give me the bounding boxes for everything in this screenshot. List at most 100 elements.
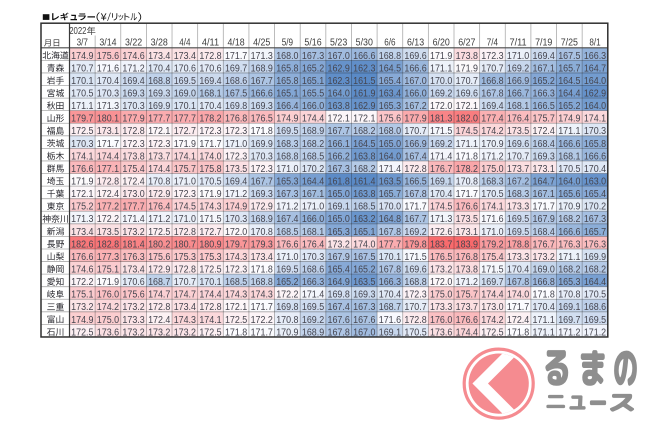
svg-text:171.6: 171.6 <box>481 214 504 225</box>
svg-text:172.4: 172.4 <box>97 189 120 200</box>
svg-text:172.8: 172.8 <box>404 315 427 326</box>
svg-text:171.8: 171.8 <box>507 327 530 338</box>
svg-text:170.3: 170.3 <box>71 139 94 150</box>
svg-text:176.8: 176.8 <box>225 114 248 125</box>
svg-text:5/16: 5/16 <box>304 38 322 49</box>
svg-text:170.3: 170.3 <box>584 126 607 137</box>
svg-text:166.0: 166.0 <box>302 101 325 112</box>
svg-text:171.7: 171.7 <box>225 51 247 62</box>
svg-text:170.7: 170.7 <box>456 76 478 87</box>
svg-text:169.2: 169.2 <box>404 227 426 238</box>
svg-text:180.1: 180.1 <box>97 114 120 125</box>
svg-text:178.2: 178.2 <box>456 164 478 175</box>
svg-text:167.8: 167.8 <box>404 189 427 200</box>
svg-text:177.7: 177.7 <box>174 114 196 125</box>
svg-text:174.1: 174.1 <box>71 151 94 162</box>
svg-text:171.0: 171.0 <box>302 202 325 213</box>
svg-text:173.4: 173.4 <box>71 227 94 238</box>
svg-text:173.6: 173.6 <box>430 327 453 338</box>
svg-text:170.4: 170.4 <box>430 189 453 200</box>
svg-text:172.1: 172.1 <box>71 189 94 200</box>
svg-text:169.1: 169.1 <box>430 177 453 188</box>
svg-text:174.5: 174.5 <box>430 202 453 213</box>
svg-text:175.7: 175.7 <box>533 114 555 125</box>
svg-text:169.6: 169.6 <box>456 88 479 99</box>
svg-text:169.2: 169.2 <box>430 139 452 150</box>
svg-text:168.5: 168.5 <box>353 202 376 213</box>
svg-text:164.4: 164.4 <box>558 88 581 99</box>
svg-text:171.7: 171.7 <box>533 202 555 213</box>
svg-text:171.2: 171.2 <box>122 63 144 74</box>
svg-text:174.9: 174.9 <box>71 315 94 326</box>
svg-text:167.7: 167.7 <box>404 214 426 225</box>
svg-text:174.2: 174.2 <box>481 126 503 137</box>
svg-text:174.7: 174.7 <box>174 290 196 301</box>
svg-text:175.6: 175.6 <box>379 114 402 125</box>
svg-text:164.9: 164.9 <box>328 277 351 288</box>
svg-text:173.2: 173.2 <box>71 302 93 313</box>
svg-text:172.0: 172.0 <box>225 227 248 238</box>
svg-text:167.4: 167.4 <box>328 302 351 313</box>
svg-text:172.8: 172.8 <box>174 265 197 276</box>
svg-text:177.9: 177.9 <box>122 114 145 125</box>
svg-text:168.6: 168.6 <box>584 302 607 313</box>
svg-text:172.9: 172.9 <box>148 189 171 200</box>
svg-text:167.3: 167.3 <box>328 164 351 175</box>
svg-text:172.5: 172.5 <box>199 327 222 338</box>
svg-text:167.4: 167.4 <box>276 214 299 225</box>
svg-text:164.0: 164.0 <box>584 101 607 112</box>
svg-text:170.8: 170.8 <box>148 177 171 188</box>
svg-text:168.8: 168.8 <box>251 277 274 288</box>
svg-text:176.8: 176.8 <box>456 252 479 263</box>
svg-text:170.3: 170.3 <box>97 88 120 99</box>
svg-text:177.1: 177.1 <box>97 164 120 175</box>
svg-text:168.9: 168.9 <box>302 327 325 338</box>
svg-text:172.3: 172.3 <box>225 265 248 276</box>
svg-text:174.1: 174.1 <box>174 151 197 162</box>
svg-text:176.6: 176.6 <box>456 202 479 213</box>
svg-text:170.5: 170.5 <box>481 189 504 200</box>
svg-text:169.5: 169.5 <box>507 214 530 225</box>
svg-text:4/4: 4/4 <box>179 38 191 49</box>
svg-text:170.1: 170.1 <box>199 277 222 288</box>
svg-text:171.0: 171.0 <box>507 51 530 62</box>
svg-text:165.4: 165.4 <box>379 76 402 87</box>
svg-text:173.5: 173.5 <box>456 214 479 225</box>
svg-text:4/11: 4/11 <box>202 38 220 49</box>
svg-text:166.3: 166.3 <box>302 277 325 288</box>
svg-text:174.9: 174.9 <box>225 202 248 213</box>
svg-text:172.3: 172.3 <box>199 126 222 137</box>
svg-text:174.3: 174.3 <box>199 202 222 213</box>
svg-text:170.5: 170.5 <box>558 164 581 175</box>
svg-text:169.3: 169.3 <box>122 88 145 99</box>
svg-text:170.9: 170.9 <box>276 327 299 338</box>
svg-text:179.3: 179.3 <box>251 239 274 250</box>
svg-text:166.1: 166.1 <box>328 139 351 150</box>
svg-text:173.5: 173.5 <box>97 227 120 238</box>
svg-text:170.5: 170.5 <box>584 290 607 301</box>
svg-text:169.2: 169.2 <box>302 315 324 326</box>
svg-text:176.3: 176.3 <box>558 239 581 250</box>
svg-text:170.8: 170.8 <box>276 315 299 326</box>
svg-text:175.3: 175.3 <box>174 252 197 263</box>
svg-text:174.0: 174.0 <box>353 239 376 250</box>
svg-text:165.2: 165.2 <box>353 265 375 276</box>
svg-text:171.3: 171.3 <box>71 214 94 225</box>
svg-text:167.6: 167.6 <box>328 315 351 326</box>
svg-text:172.6: 172.6 <box>430 227 453 238</box>
svg-text:167.4: 167.4 <box>404 151 427 162</box>
svg-text:171.1: 171.1 <box>533 327 556 338</box>
svg-text:7/25: 7/25 <box>561 38 579 49</box>
svg-text:176.7: 176.7 <box>430 164 452 175</box>
svg-text:167.3: 167.3 <box>584 214 607 225</box>
svg-text:171.7: 171.7 <box>97 139 119 150</box>
svg-text:173.2: 173.2 <box>533 252 555 263</box>
svg-text:183.9: 183.9 <box>456 239 479 250</box>
svg-text:166.3: 166.3 <box>379 277 402 288</box>
svg-text:171.0: 171.0 <box>276 252 299 263</box>
svg-text:170.7: 170.7 <box>174 277 196 288</box>
svg-text:172.5: 172.5 <box>71 327 94 338</box>
svg-text:173.2: 173.2 <box>430 265 452 276</box>
svg-text:171.0: 171.0 <box>174 177 197 188</box>
svg-text:165.1: 165.1 <box>276 88 299 99</box>
